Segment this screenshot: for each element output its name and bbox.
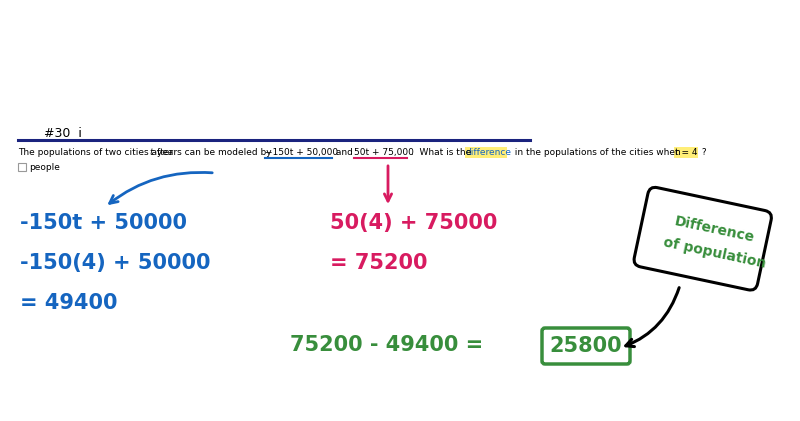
Text: 25800: 25800 bbox=[550, 336, 622, 356]
Text: -150(4) + 50000: -150(4) + 50000 bbox=[20, 253, 210, 273]
Text: years can be modeled by: years can be modeled by bbox=[154, 148, 280, 157]
Text: The populations of two cities after: The populations of two cities after bbox=[18, 148, 179, 157]
Text: 50t + 75,000: 50t + 75,000 bbox=[354, 148, 414, 157]
Text: Difference: Difference bbox=[674, 215, 756, 245]
FancyBboxPatch shape bbox=[634, 187, 771, 290]
Text: = 49400: = 49400 bbox=[20, 293, 118, 313]
Text: t = 4: t = 4 bbox=[675, 148, 698, 157]
Text: .  What is the: . What is the bbox=[408, 148, 477, 157]
FancyBboxPatch shape bbox=[674, 147, 698, 158]
FancyBboxPatch shape bbox=[18, 163, 26, 171]
Text: difference: difference bbox=[466, 148, 512, 157]
Text: -150t + 50000: -150t + 50000 bbox=[20, 213, 187, 233]
Text: people: people bbox=[29, 163, 60, 172]
Text: ?: ? bbox=[699, 148, 706, 157]
Text: #30  i: #30 i bbox=[44, 127, 82, 140]
Text: of population: of population bbox=[662, 235, 768, 271]
Text: −150t + 50,000: −150t + 50,000 bbox=[265, 148, 338, 157]
Text: 75200 - 49400 =: 75200 - 49400 = bbox=[290, 335, 483, 355]
Text: and: and bbox=[333, 148, 356, 157]
Text: t: t bbox=[149, 148, 153, 157]
Text: 50(4) + 75000: 50(4) + 75000 bbox=[330, 213, 498, 233]
Text: in the populations of the cities when: in the populations of the cities when bbox=[509, 148, 686, 157]
FancyBboxPatch shape bbox=[542, 328, 630, 364]
FancyBboxPatch shape bbox=[465, 147, 507, 158]
Text: = 75200: = 75200 bbox=[330, 253, 427, 273]
